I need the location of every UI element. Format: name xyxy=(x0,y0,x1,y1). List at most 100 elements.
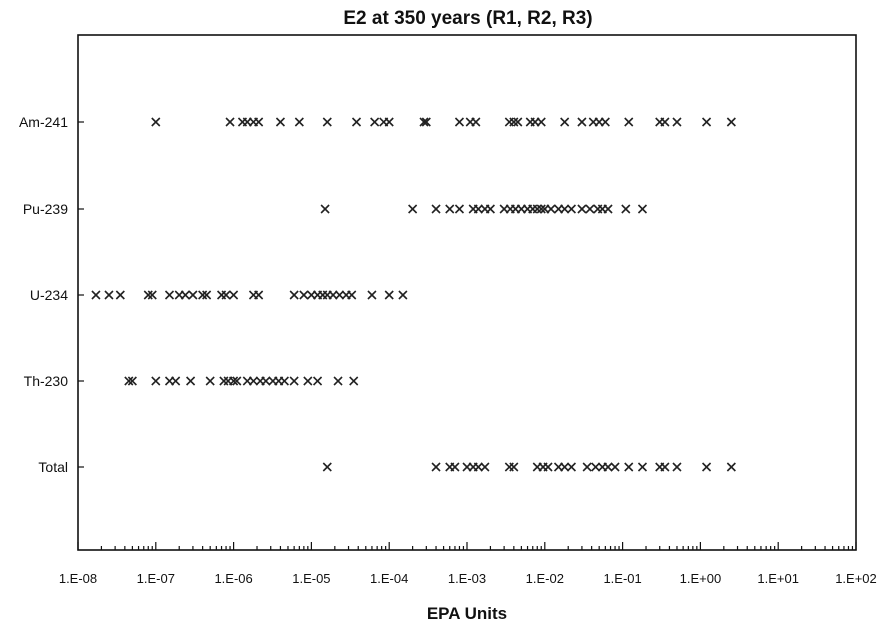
y-category-label: Pu-239 xyxy=(23,201,68,217)
data-point xyxy=(726,462,736,472)
data-point xyxy=(471,117,481,127)
data-point xyxy=(408,204,418,214)
x-tick-label: 1.E-02 xyxy=(526,571,564,586)
data-point xyxy=(303,376,313,386)
data-point xyxy=(384,290,394,300)
data-point xyxy=(334,290,345,300)
data-point xyxy=(151,117,161,127)
data-point xyxy=(450,462,460,472)
data-marks xyxy=(91,117,736,472)
x-tick-label: 1.E-01 xyxy=(603,571,641,586)
data-point xyxy=(672,117,682,127)
data-point xyxy=(624,462,634,472)
data-point xyxy=(454,117,465,127)
data-point xyxy=(543,462,553,472)
x-tick-label: 1.E-05 xyxy=(292,571,330,586)
y-category-label: U-234 xyxy=(30,287,68,303)
data-point xyxy=(205,376,215,386)
data-point xyxy=(186,376,196,386)
data-point xyxy=(610,462,620,472)
data-point xyxy=(624,117,634,127)
chart-title: E2 at 350 years (R1, R2, R3) xyxy=(343,8,592,29)
data-point xyxy=(248,376,259,386)
data-point xyxy=(473,462,483,472)
data-point xyxy=(421,117,431,127)
data-point xyxy=(585,204,595,214)
data-point xyxy=(261,376,271,386)
x-tick-label: 1.E+00 xyxy=(680,571,722,586)
data-point xyxy=(660,117,670,127)
data-point xyxy=(171,376,181,386)
data-point xyxy=(347,290,357,300)
data-point xyxy=(289,376,299,386)
data-point xyxy=(473,204,483,214)
data-point xyxy=(322,117,332,127)
data-point xyxy=(322,462,332,472)
x-axis-tick-labels: 1.E-08 1.E-07 1.E-06 1.E-05 1.E-04 1.E-03 1.E-… xyxy=(59,571,877,586)
x-tick-label: 1.E-04 xyxy=(370,571,408,586)
data-point xyxy=(445,204,455,214)
data-point xyxy=(143,290,153,300)
data-point xyxy=(485,204,495,214)
y-category-label: Am-241 xyxy=(19,114,68,130)
data-point xyxy=(672,462,682,472)
data-point xyxy=(701,117,712,127)
data-point xyxy=(104,290,114,300)
data-point xyxy=(225,117,235,127)
data-point xyxy=(701,462,712,472)
data-point xyxy=(254,290,264,300)
data-point xyxy=(566,204,577,214)
data-point xyxy=(637,204,648,214)
data-point xyxy=(279,376,289,386)
y-category-label: Th-230 xyxy=(24,373,69,389)
data-point xyxy=(370,117,380,127)
x-tick-label: 1.E-06 xyxy=(214,571,252,586)
data-point xyxy=(229,290,239,300)
data-point xyxy=(600,117,610,127)
data-point xyxy=(320,204,330,214)
data-point xyxy=(431,204,441,214)
data-point xyxy=(513,117,523,127)
data-point xyxy=(398,290,408,300)
x-tick-label: 1.E-07 xyxy=(137,571,175,586)
data-point xyxy=(221,290,231,300)
data-point xyxy=(536,117,546,127)
data-point xyxy=(151,376,161,386)
data-point xyxy=(91,290,101,300)
data-point xyxy=(509,117,519,127)
data-point xyxy=(509,462,519,472)
data-point xyxy=(384,117,394,127)
data-point xyxy=(431,462,441,472)
data-point xyxy=(560,117,570,127)
data-point xyxy=(232,376,242,386)
data-point xyxy=(577,204,587,214)
data-point xyxy=(275,117,286,127)
data-point xyxy=(299,290,309,300)
data-point xyxy=(536,204,546,214)
data-point xyxy=(349,376,359,386)
data-point xyxy=(591,462,601,472)
data-point xyxy=(229,376,239,386)
x-axis-label: EPA Units xyxy=(427,604,507,623)
data-point xyxy=(603,204,613,214)
data-point xyxy=(351,117,362,127)
data-point xyxy=(294,117,304,127)
y-axis-category-labels: Am-241 Pu-239 U-234 Th-230 Total xyxy=(19,114,84,475)
data-point xyxy=(454,204,465,214)
data-point xyxy=(219,376,229,386)
data-point xyxy=(582,462,592,472)
x-tick-label: 1.E+01 xyxy=(757,571,799,586)
data-point xyxy=(164,290,175,300)
x-tick-label: 1.E-03 xyxy=(448,571,486,586)
data-point xyxy=(188,290,198,300)
data-point xyxy=(312,376,323,386)
y-category-label: Total xyxy=(38,459,68,475)
data-point xyxy=(115,290,125,300)
data-point xyxy=(660,462,670,472)
data-point xyxy=(637,462,648,472)
data-point xyxy=(147,290,157,300)
data-point xyxy=(532,204,542,214)
data-point xyxy=(180,290,190,300)
x-tick-label: 1.E+02 xyxy=(835,571,877,586)
